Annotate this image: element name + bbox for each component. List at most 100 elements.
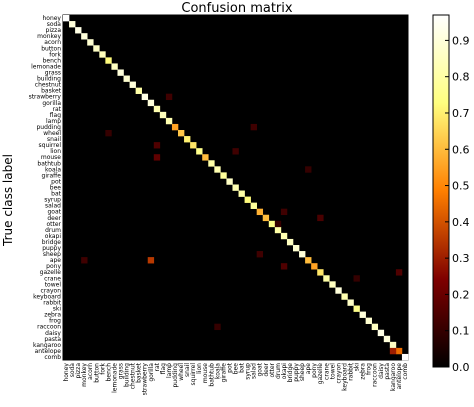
x-tick-label: gorilla xyxy=(148,363,155,382)
y-tick-label: bat xyxy=(51,191,61,198)
x-tick-label: daisy xyxy=(378,363,385,379)
cell-squirrel-squirrel xyxy=(190,142,197,149)
y-tick-label: goat xyxy=(47,209,61,216)
cell-soda-soda xyxy=(69,21,76,28)
x-tick-label: okapi xyxy=(281,363,288,380)
cell-bench-bench xyxy=(105,57,112,64)
colorbar-ticks: 0.0 0.1 0.2 0.3 0.4 0.5 0.6 0.7 0.8 0.9 xyxy=(445,34,470,374)
y-tick-label: keyboard xyxy=(33,293,61,300)
x-tick-label: snail xyxy=(184,363,191,377)
cell-basket-basket xyxy=(135,87,142,94)
cell-kangaroo-kangaroo xyxy=(389,341,397,349)
cell-syrup-syrup xyxy=(244,196,251,203)
cell-pony-okapi xyxy=(280,263,288,270)
cell-giraffe-giraffe xyxy=(220,172,227,179)
y-tick-label: zebra xyxy=(44,312,61,319)
y-tick-label: sheep xyxy=(43,251,61,258)
x-tick-label: pudding xyxy=(172,363,179,388)
x-tick-label: puppy xyxy=(293,363,300,382)
cell-strawberry-strawberry xyxy=(141,93,149,101)
x-tick-label: lemonade xyxy=(111,363,118,393)
cell-pasta-pasta xyxy=(383,335,391,343)
cell-pony-pony xyxy=(311,263,318,270)
colorbar-tick-label: 0.1 xyxy=(452,325,470,338)
cell-ape-monkey xyxy=(81,257,88,264)
y-tick-label: salad xyxy=(45,203,61,210)
y-tick-label: crayon xyxy=(41,287,62,294)
cell-wheel-wheel xyxy=(178,130,185,137)
cell-strawberry-lamp xyxy=(165,93,173,101)
cell-daisy-daisy xyxy=(377,329,385,337)
y-axis-label: True class label xyxy=(1,154,15,247)
y-tick-label: lamp xyxy=(46,118,61,125)
x-tick-label: lion xyxy=(196,363,203,374)
cell-sheep-goat xyxy=(256,251,264,258)
y-tick-label: kangaroo xyxy=(33,342,61,349)
y-tick-label: soda xyxy=(47,21,62,28)
y-tick-label: rat xyxy=(53,106,62,113)
colorbar-tick-label: 0.8 xyxy=(452,71,470,84)
cell-crane-ski xyxy=(353,275,360,282)
y-tick-label: lion xyxy=(50,148,61,155)
x-tick-label: mouse xyxy=(202,363,209,383)
cell-otter-otter xyxy=(268,220,276,228)
y-tick-label: snail xyxy=(47,136,61,143)
cell-zebra-zebra xyxy=(359,311,366,318)
colorbar-tick-label: 0.5 xyxy=(452,180,470,193)
cell-lion-lion xyxy=(196,148,203,155)
heatmap-cells xyxy=(63,15,409,361)
y-tick-label: ape xyxy=(50,257,61,264)
cell-lamp-lamp xyxy=(165,117,173,125)
colorbar-tick-label: 0.6 xyxy=(452,143,470,156)
cell-squirrel-rat xyxy=(153,142,161,149)
x-tick-label: bridge xyxy=(287,363,294,383)
x-tick-label: crayon xyxy=(335,363,342,384)
y-tick-label: towel xyxy=(45,281,62,288)
cell-gazelle-gazelle xyxy=(317,269,324,276)
y-tick-label: acorn xyxy=(44,39,61,46)
cell-salad-salad xyxy=(250,202,257,209)
y-tick-label: wheel xyxy=(43,130,61,137)
x-tick-label: wheel xyxy=(178,363,185,381)
cell-mouse-rat xyxy=(153,154,161,161)
cell-pudding-salad xyxy=(250,123,257,131)
y-tick-label: pony xyxy=(46,263,61,270)
cell-bee-bee xyxy=(232,184,239,191)
x-tick-label: rat xyxy=(154,362,161,371)
cell-goat-goat xyxy=(256,208,264,216)
y-tick-label: grass xyxy=(45,70,61,77)
cell-lion-bee xyxy=(232,148,239,155)
y-tick-label: deer xyxy=(47,215,61,222)
cell-puppy-puppy xyxy=(293,245,300,252)
cell-rabbit-rabbit xyxy=(347,299,354,306)
x-tick-label: flag xyxy=(160,363,167,374)
x-tick-label: fork xyxy=(99,362,106,374)
cell-comb-comb xyxy=(401,353,409,361)
y-tick-label: syrup xyxy=(44,197,61,204)
x-tick-label: otter xyxy=(269,362,276,377)
colorbar-tick-label: 0.3 xyxy=(452,252,470,265)
cell-otter-drum xyxy=(274,220,282,228)
cell-flag-flag xyxy=(159,111,167,119)
y-tick-label: bathtub xyxy=(37,160,61,167)
x-tick-label: basket xyxy=(136,362,143,383)
y-tick-label: otter xyxy=(46,221,61,228)
cell-towel-towel xyxy=(329,281,336,288)
y-tick-label: comb xyxy=(44,354,61,361)
x-tick-label: drum xyxy=(275,363,282,379)
cell-rat-rat xyxy=(153,105,161,113)
cell-fork-fork xyxy=(99,51,106,58)
x-tick-label: ski xyxy=(354,363,361,372)
x-tick-label: zebra xyxy=(360,363,367,380)
y-tick-label: daisy xyxy=(45,330,61,337)
cell-gorilla-gorilla xyxy=(147,99,155,107)
x-tick-label: pony xyxy=(311,363,318,378)
cell-okapi-okapi xyxy=(280,232,288,240)
y-tick-label: crane xyxy=(44,275,61,282)
cell-deer-gazelle xyxy=(317,214,324,222)
x-tick-label: towel xyxy=(329,363,336,380)
y-tick-label: gazelle xyxy=(40,269,62,276)
x-tick-label: building xyxy=(124,363,131,387)
x-tick-label: crane xyxy=(323,363,330,380)
